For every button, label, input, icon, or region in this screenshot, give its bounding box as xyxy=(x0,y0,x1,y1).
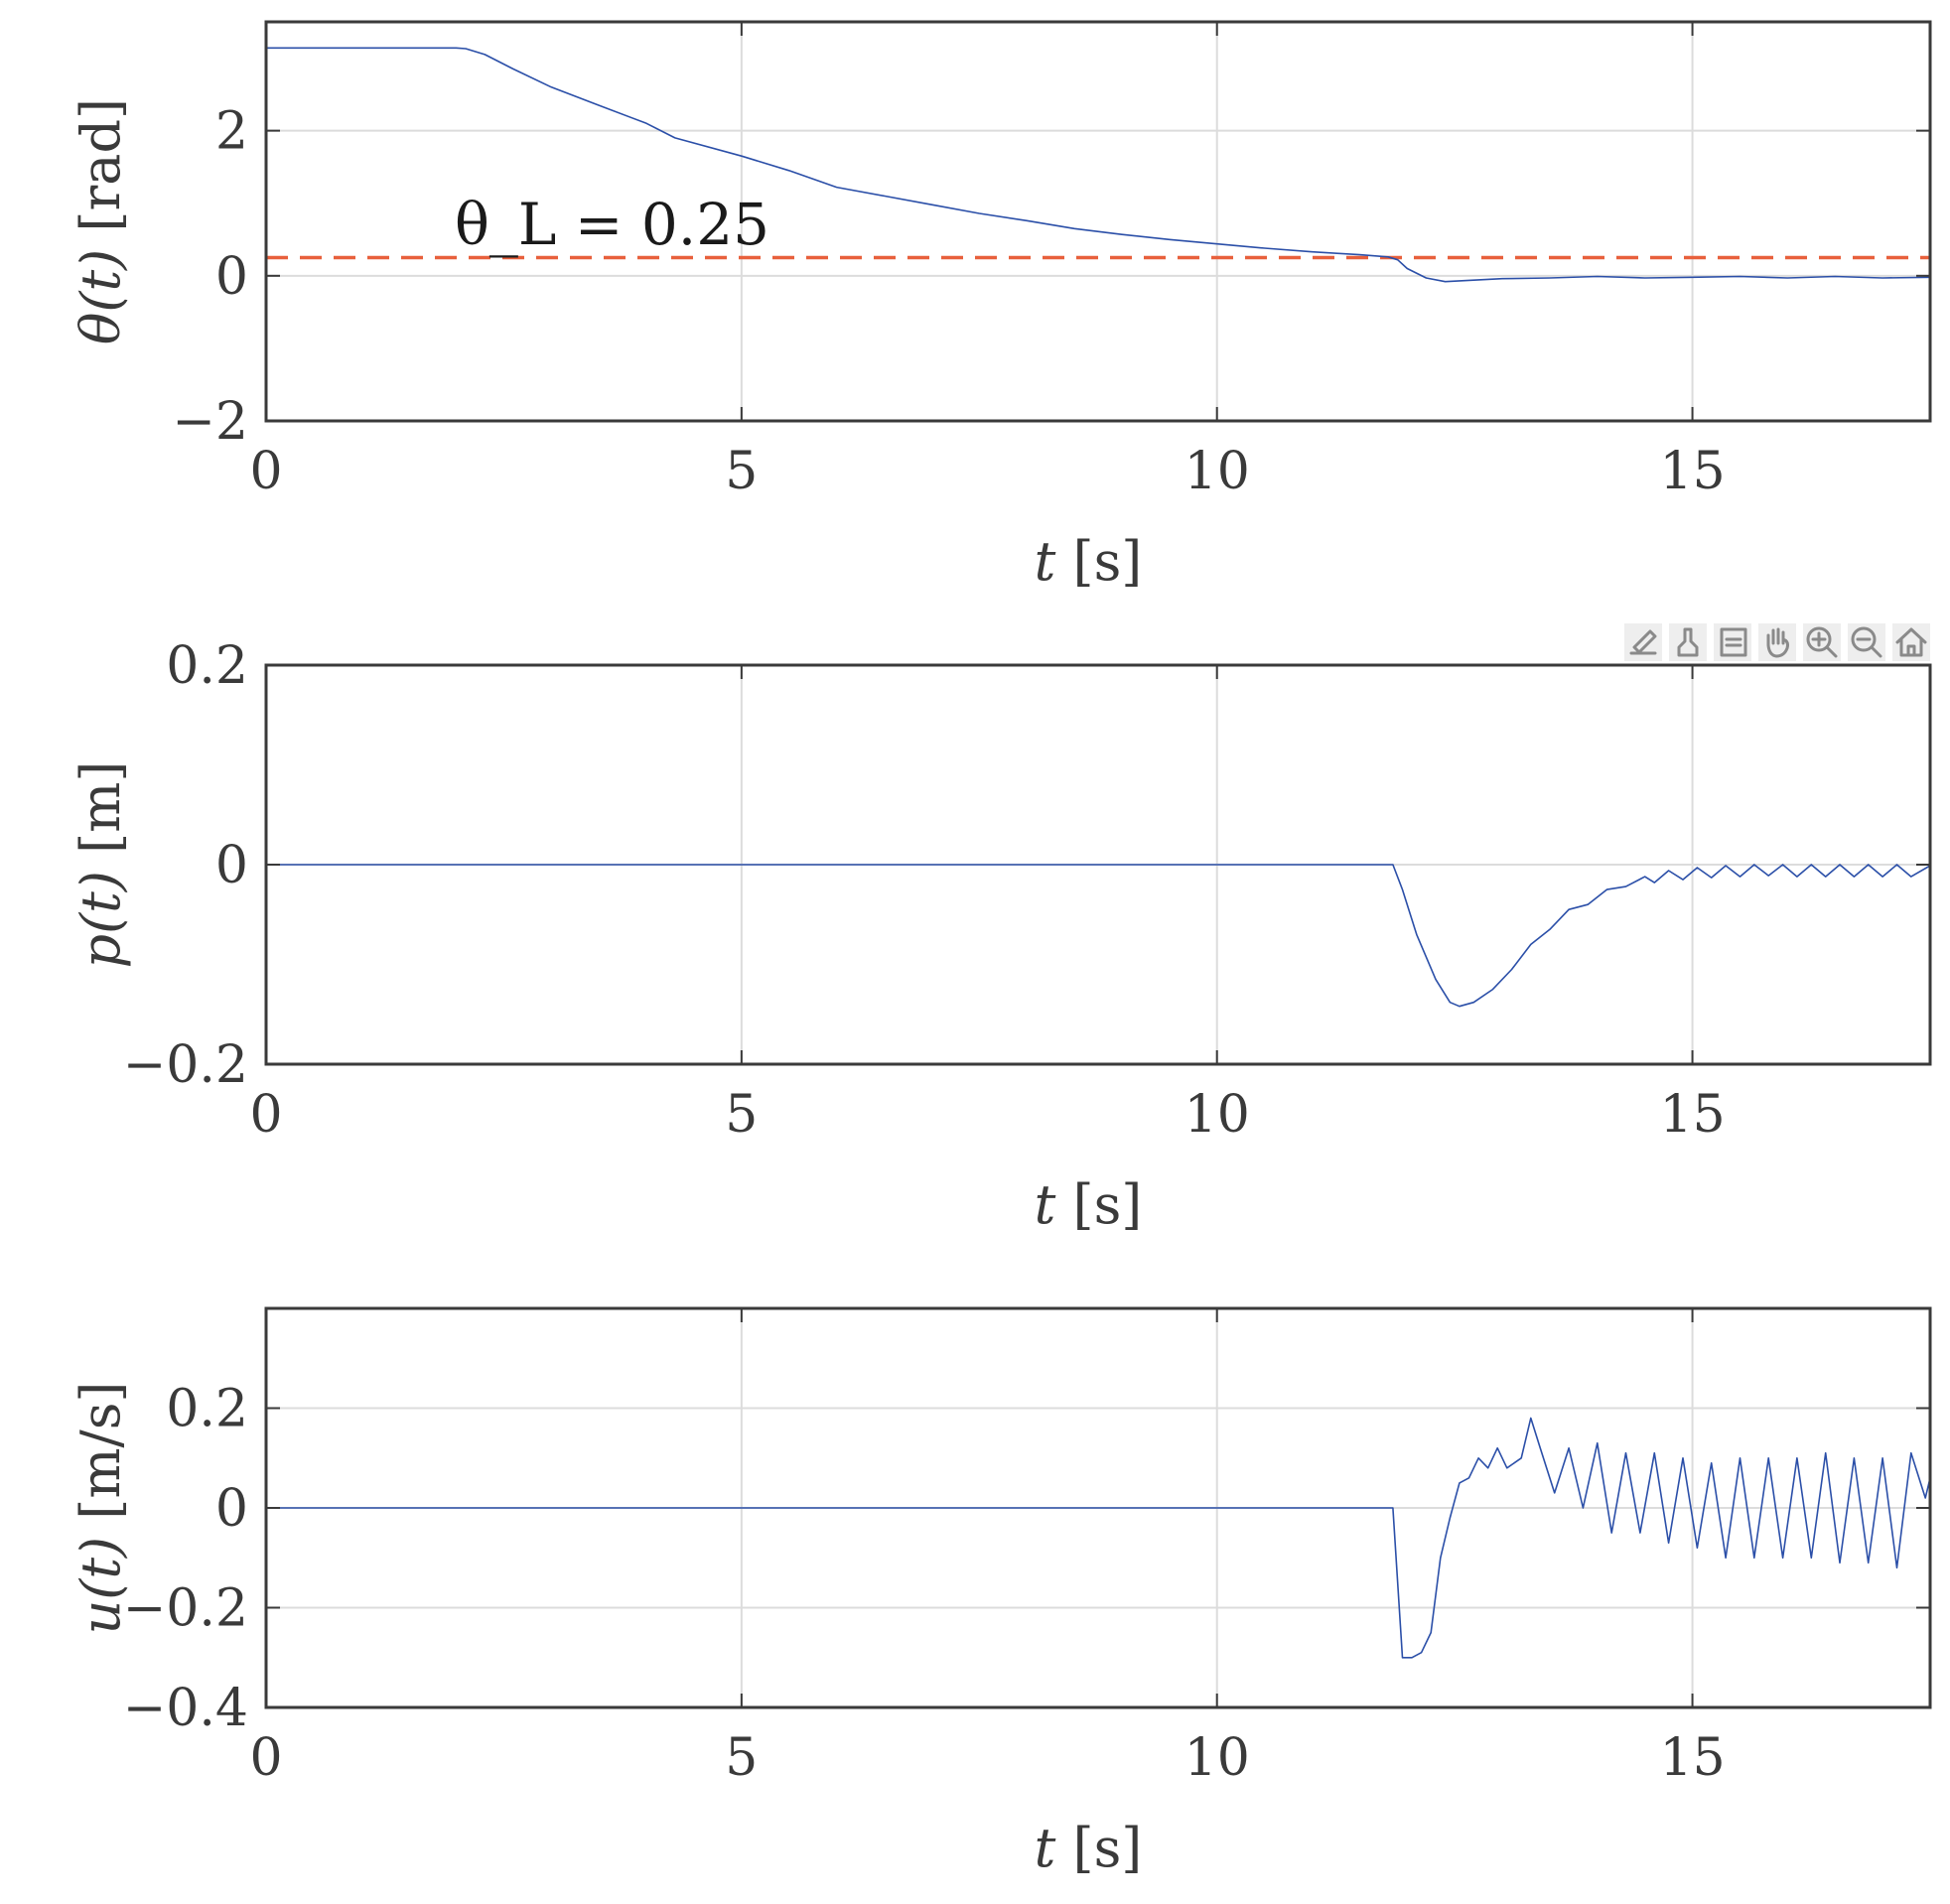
y-axis-label: u(t) [m/s] xyxy=(70,1381,132,1634)
x-tick-label: 10 xyxy=(1184,442,1250,501)
zoom-in-icon[interactable] xyxy=(1803,623,1841,661)
y-tick-label: 2 xyxy=(215,102,248,162)
series-line-0 xyxy=(266,1417,1931,1659)
x-axis-label: t [s] xyxy=(1035,1173,1143,1236)
y-tick-label: −2 xyxy=(172,392,248,452)
x-axis-label: t [s] xyxy=(1035,1817,1143,1879)
y-tick-label: 0.2 xyxy=(166,1380,248,1439)
datatip-icon[interactable] xyxy=(1714,623,1751,661)
axes-box xyxy=(264,20,1932,423)
zoom-out-icon[interactable] xyxy=(1848,623,1885,661)
x-tick-label: 0 xyxy=(249,1085,282,1145)
series-line-0 xyxy=(266,864,1931,1008)
export-icon[interactable] xyxy=(1624,623,1662,661)
x-tick-label: 15 xyxy=(1659,442,1725,501)
x-tick-label: 10 xyxy=(1184,1085,1250,1145)
y-tick-label: −0.2 xyxy=(123,1035,248,1095)
x-tick-label: 0 xyxy=(249,442,282,501)
x-tick-label: 10 xyxy=(1184,1728,1250,1788)
y-tick-label: 0 xyxy=(215,1479,248,1539)
x-tick-label: 0 xyxy=(249,1728,282,1788)
x-tick-label: 5 xyxy=(725,442,758,501)
x-tick-label: 5 xyxy=(725,1085,758,1145)
y-axis-label: θ(t) [rad] xyxy=(70,98,132,344)
x-axis-label: t [s] xyxy=(1035,530,1143,593)
x-tick-label: 15 xyxy=(1659,1728,1725,1788)
velocity-subplot[interactable]: 0 5 10 15 −0.4 −0.2 0 0.2 t [s] u(t) [m/s] xyxy=(70,1306,1932,1879)
threshold-label: θ_L = 0.25 xyxy=(455,191,769,258)
y-tick-label: 0.2 xyxy=(166,636,248,696)
y-tick-label: 0 xyxy=(215,247,248,307)
y-axis-label: p(t) [m] xyxy=(70,761,132,969)
home-icon[interactable] xyxy=(1892,623,1930,661)
series-line-0 xyxy=(266,47,1931,283)
axes-toolbar xyxy=(1624,623,1930,661)
position-subplot[interactable]: 0 5 10 15−0.200.2t [s]p(t) [m] xyxy=(70,636,1932,1236)
plot-area[interactable] xyxy=(266,22,1930,421)
y-tick-label: −0.4 xyxy=(123,1679,248,1738)
x-tick-label: 5 xyxy=(725,1728,758,1788)
brush-icon[interactable] xyxy=(1669,623,1707,661)
y-tick-label: 0 xyxy=(215,836,248,895)
y-tick-label: −0.2 xyxy=(123,1579,248,1639)
x-tick-label: 15 xyxy=(1659,1085,1725,1145)
pan-hand-icon[interactable] xyxy=(1758,623,1796,661)
